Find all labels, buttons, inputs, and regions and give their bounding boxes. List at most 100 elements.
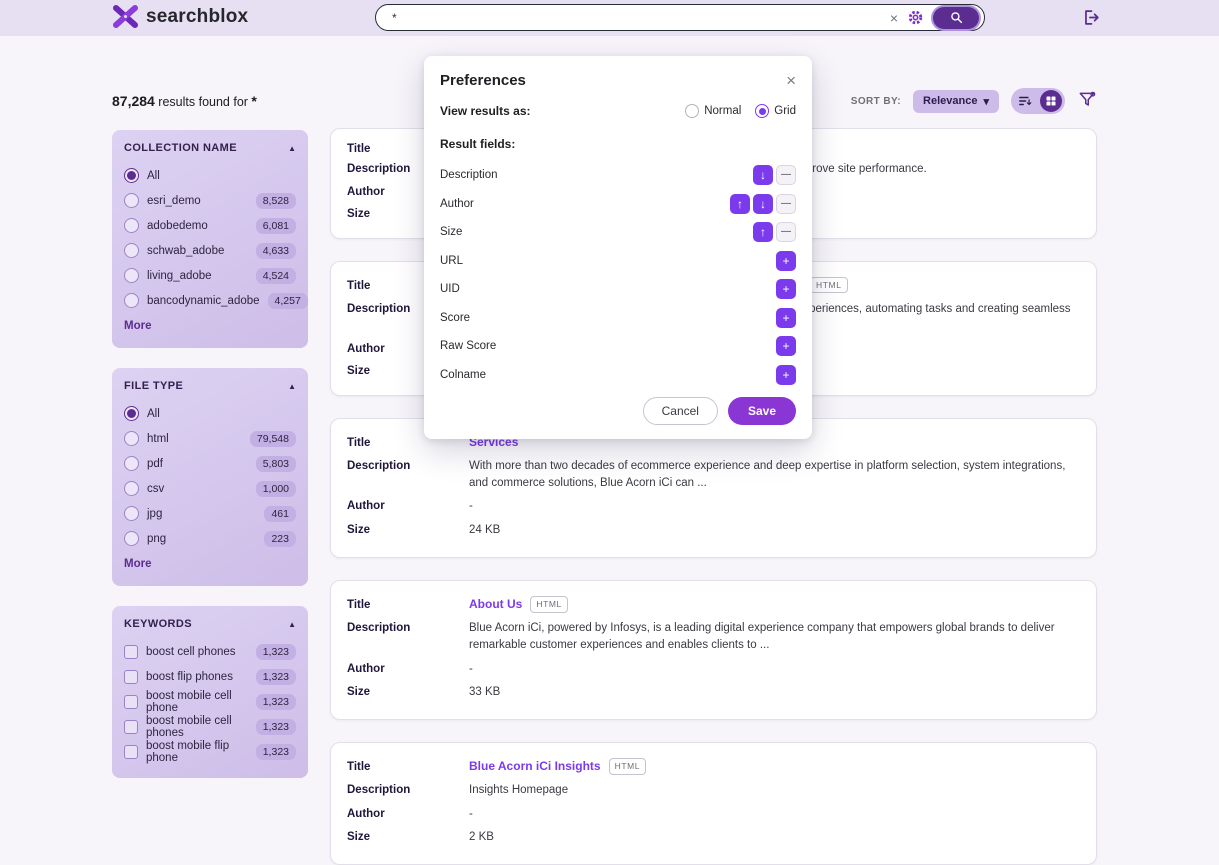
facet-option[interactable]: html 79,548: [124, 426, 296, 451]
radio-label: Grid: [774, 105, 796, 117]
field-name: Author: [440, 197, 474, 210]
facet-option-all[interactable]: All: [124, 401, 296, 426]
radio-label: Normal: [704, 105, 742, 117]
checkbox[interactable]: [124, 744, 138, 759]
facet-label: jpg: [147, 507, 163, 520]
radio[interactable]: [124, 431, 139, 446]
facet-option[interactable]: living_adobe 4,524: [124, 263, 296, 288]
sort-selected-value: Relevance: [923, 95, 978, 107]
facet-label: png: [147, 532, 167, 545]
result-title-link[interactable]: Blue Acorn iCi Insights: [469, 759, 601, 773]
add-field-button[interactable]: +: [776, 279, 796, 300]
facet-label: All: [147, 407, 160, 420]
facet-option[interactable]: csv 1,000: [124, 476, 296, 501]
save-button[interactable]: Save: [727, 397, 796, 425]
checkbox[interactable]: [124, 669, 138, 684]
radio[interactable]: [124, 531, 139, 546]
view-option-grid[interactable]: Grid: [755, 104, 796, 118]
collapse-icon[interactable]: ▲: [288, 143, 296, 153]
radio[interactable]: [124, 193, 139, 208]
move-down-button[interactable]: ↓: [753, 165, 773, 186]
facet-label: adobedemo: [147, 219, 208, 232]
result-description: With more than two decades of ecommerce …: [469, 459, 1066, 489]
field-row-uid: UID +: [440, 275, 796, 304]
funnel-icon: [1079, 91, 1096, 106]
add-field-button[interactable]: +: [776, 307, 796, 328]
field-row-size: Size ↑ —: [440, 218, 796, 247]
facet-title: COLLECTION NAME: [124, 142, 237, 154]
sort-dropdown[interactable]: Relevance ▾: [913, 89, 999, 113]
collapse-icon[interactable]: ▲: [288, 381, 296, 391]
grid-view-button[interactable]: [1040, 90, 1062, 112]
radio[interactable]: [124, 506, 139, 521]
checkbox[interactable]: [124, 694, 138, 709]
result-title-link[interactable]: About Us: [469, 596, 523, 611]
brand-name: searchblox: [146, 5, 249, 27]
logout-button[interactable]: [1082, 8, 1101, 30]
facet-option[interactable]: boost mobile cell phones 1,323: [124, 714, 296, 739]
chevron-down-icon: ▾: [983, 95, 989, 108]
checkbox[interactable]: [124, 644, 138, 659]
facet-count: 1,323: [255, 693, 296, 710]
facet-option[interactable]: esri_demo 8,528: [124, 188, 296, 213]
more-link[interactable]: More: [124, 320, 152, 332]
search-input[interactable]: [392, 10, 881, 25]
facet-option-all[interactable]: All: [124, 163, 296, 188]
cancel-button[interactable]: Cancel: [642, 397, 718, 425]
radio[interactable]: [124, 293, 139, 308]
radio-selected[interactable]: [755, 104, 770, 118]
facet-option[interactable]: boost mobile cell phone 1,323: [124, 689, 296, 714]
facet-count: 5,803: [255, 455, 296, 472]
remove-field-button[interactable]: —: [776, 222, 796, 243]
facet-count: 1,323: [255, 718, 296, 735]
radio-selected[interactable]: [124, 406, 139, 421]
facet-count: 6,081: [255, 217, 296, 234]
checkbox[interactable]: [124, 719, 138, 734]
remove-field-button[interactable]: —: [776, 193, 796, 214]
facet-label: boost mobile cell phones: [146, 714, 232, 739]
view-option-normal[interactable]: Normal: [685, 104, 741, 118]
facet-title: FILE TYPE: [124, 380, 184, 392]
add-field-button[interactable]: +: [776, 364, 796, 385]
collapse-icon[interactable]: ▲: [288, 619, 296, 629]
facet-option[interactable]: jpg 461: [124, 501, 296, 526]
gear-icon: [908, 10, 923, 25]
search-bar[interactable]: ×: [375, 4, 985, 31]
add-field-button[interactable]: +: [776, 250, 796, 271]
view-mode-radio-group: Normal Grid: [685, 104, 796, 118]
radio[interactable]: [124, 243, 139, 258]
search-button[interactable]: [933, 6, 979, 29]
add-field-button[interactable]: +: [776, 336, 796, 357]
radio-selected[interactable]: [124, 168, 139, 183]
result-size: 2 KB: [469, 830, 494, 843]
radio[interactable]: [124, 481, 139, 496]
facet-option[interactable]: boost cell phones 1,323: [124, 639, 296, 664]
clear-search-icon[interactable]: ×: [889, 9, 898, 26]
remove-field-button[interactable]: —: [776, 165, 796, 186]
list-view-button[interactable]: [1014, 90, 1036, 112]
facet-title: KEYWORDS: [124, 618, 192, 630]
radio[interactable]: [685, 104, 700, 118]
search-settings-button[interactable]: [907, 9, 924, 26]
facet-option[interactable]: boost mobile flip phone 1,323: [124, 739, 296, 764]
filter-button[interactable]: [1077, 90, 1097, 113]
more-link[interactable]: More: [124, 558, 152, 570]
radio[interactable]: [124, 456, 139, 471]
radio[interactable]: [124, 218, 139, 233]
move-up-button[interactable]: ↑: [753, 222, 773, 243]
move-up-button[interactable]: ↑: [730, 193, 750, 214]
close-icon[interactable]: ×: [786, 71, 796, 90]
facet-option[interactable]: boost flip phones 1,323: [124, 664, 296, 689]
preferences-modal: Preferences × View results as: Normal Gr…: [424, 56, 812, 439]
facet-option[interactable]: schwab_adobe 4,633: [124, 238, 296, 263]
field-row-raw-score: Raw Score +: [440, 332, 796, 361]
facet-label: living_adobe: [147, 269, 212, 282]
radio[interactable]: [124, 268, 139, 283]
facet-option[interactable]: adobedemo 6,081: [124, 213, 296, 238]
facet-option[interactable]: bancodynamic_adobe 4,257: [124, 288, 308, 313]
facet-option[interactable]: pdf 5,803: [124, 451, 296, 476]
result-fields-label: Result fields:: [440, 137, 516, 151]
move-down-button[interactable]: ↓: [753, 193, 773, 214]
facet-option[interactable]: png 223: [124, 526, 296, 551]
field-label-description: Description: [347, 163, 411, 175]
